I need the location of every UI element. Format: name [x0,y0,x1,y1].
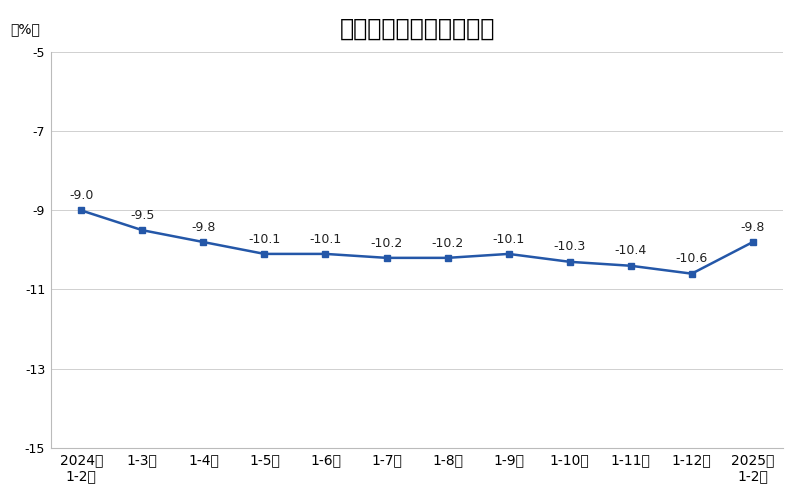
Text: -9.5: -9.5 [130,209,154,222]
Text: -10.1: -10.1 [248,232,281,245]
Text: -10.1: -10.1 [493,232,525,245]
Text: -10.4: -10.4 [614,244,647,258]
Title: 全国房地产开发投资增速: 全国房地产开发投资增速 [339,16,494,40]
Text: -10.6: -10.6 [676,252,708,266]
Text: （%）: （%） [10,22,40,36]
Text: -9.8: -9.8 [191,220,215,234]
Text: -10.1: -10.1 [310,232,342,245]
Text: -10.2: -10.2 [431,236,464,250]
Text: -10.3: -10.3 [554,240,586,254]
Text: -9.8: -9.8 [741,220,765,234]
Text: -9.0: -9.0 [69,189,94,202]
Text: -10.2: -10.2 [370,236,402,250]
